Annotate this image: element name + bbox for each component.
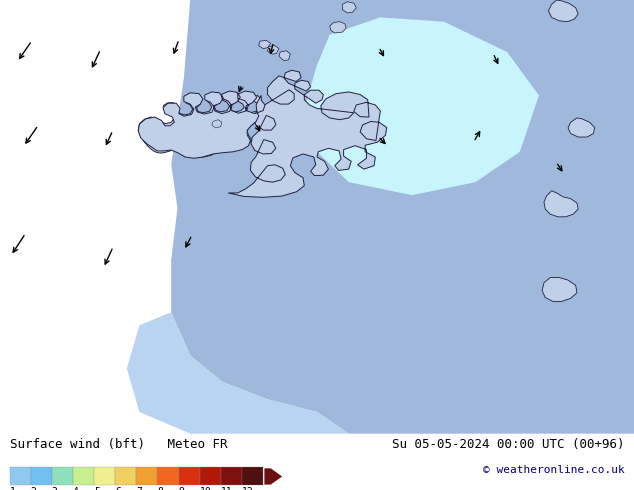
Polygon shape xyxy=(548,0,578,22)
Polygon shape xyxy=(544,191,578,217)
Text: 3: 3 xyxy=(52,487,58,490)
FancyArrow shape xyxy=(264,468,282,485)
Text: 1: 1 xyxy=(10,487,15,490)
Text: 10: 10 xyxy=(200,487,212,490)
Polygon shape xyxy=(228,70,387,197)
Text: 7: 7 xyxy=(136,487,142,490)
Text: 12: 12 xyxy=(242,487,254,490)
Polygon shape xyxy=(342,2,356,13)
Polygon shape xyxy=(212,120,222,128)
Text: 4: 4 xyxy=(73,487,79,490)
Text: 6: 6 xyxy=(115,487,121,490)
Polygon shape xyxy=(259,40,271,49)
Bar xyxy=(73,467,94,486)
Bar xyxy=(115,467,136,486)
Polygon shape xyxy=(138,91,265,158)
Bar xyxy=(200,467,221,486)
Text: 9: 9 xyxy=(179,487,184,490)
Bar xyxy=(52,467,73,486)
Text: 11: 11 xyxy=(221,487,233,490)
Text: Surface wind (bft)   Meteo FR: Surface wind (bft) Meteo FR xyxy=(10,438,227,451)
Polygon shape xyxy=(304,17,539,195)
Polygon shape xyxy=(279,51,290,61)
Polygon shape xyxy=(171,0,634,434)
Text: Su 05-05-2024 00:00 UTC (00+96): Su 05-05-2024 00:00 UTC (00+96) xyxy=(392,438,624,451)
Bar xyxy=(221,467,242,486)
Polygon shape xyxy=(542,277,577,301)
Polygon shape xyxy=(330,22,346,33)
Polygon shape xyxy=(138,94,261,157)
Text: © weatheronline.co.uk: © weatheronline.co.uk xyxy=(482,465,624,475)
Text: 2: 2 xyxy=(30,487,37,490)
Polygon shape xyxy=(568,118,595,137)
Bar xyxy=(136,467,157,486)
Polygon shape xyxy=(268,46,279,54)
Bar xyxy=(94,467,115,486)
Polygon shape xyxy=(127,312,349,434)
Bar xyxy=(179,467,200,486)
Bar xyxy=(242,467,263,486)
Bar xyxy=(10,467,30,486)
Bar xyxy=(157,467,179,486)
Text: 5: 5 xyxy=(94,487,100,490)
Text: 8: 8 xyxy=(157,487,164,490)
Bar xyxy=(30,467,52,486)
